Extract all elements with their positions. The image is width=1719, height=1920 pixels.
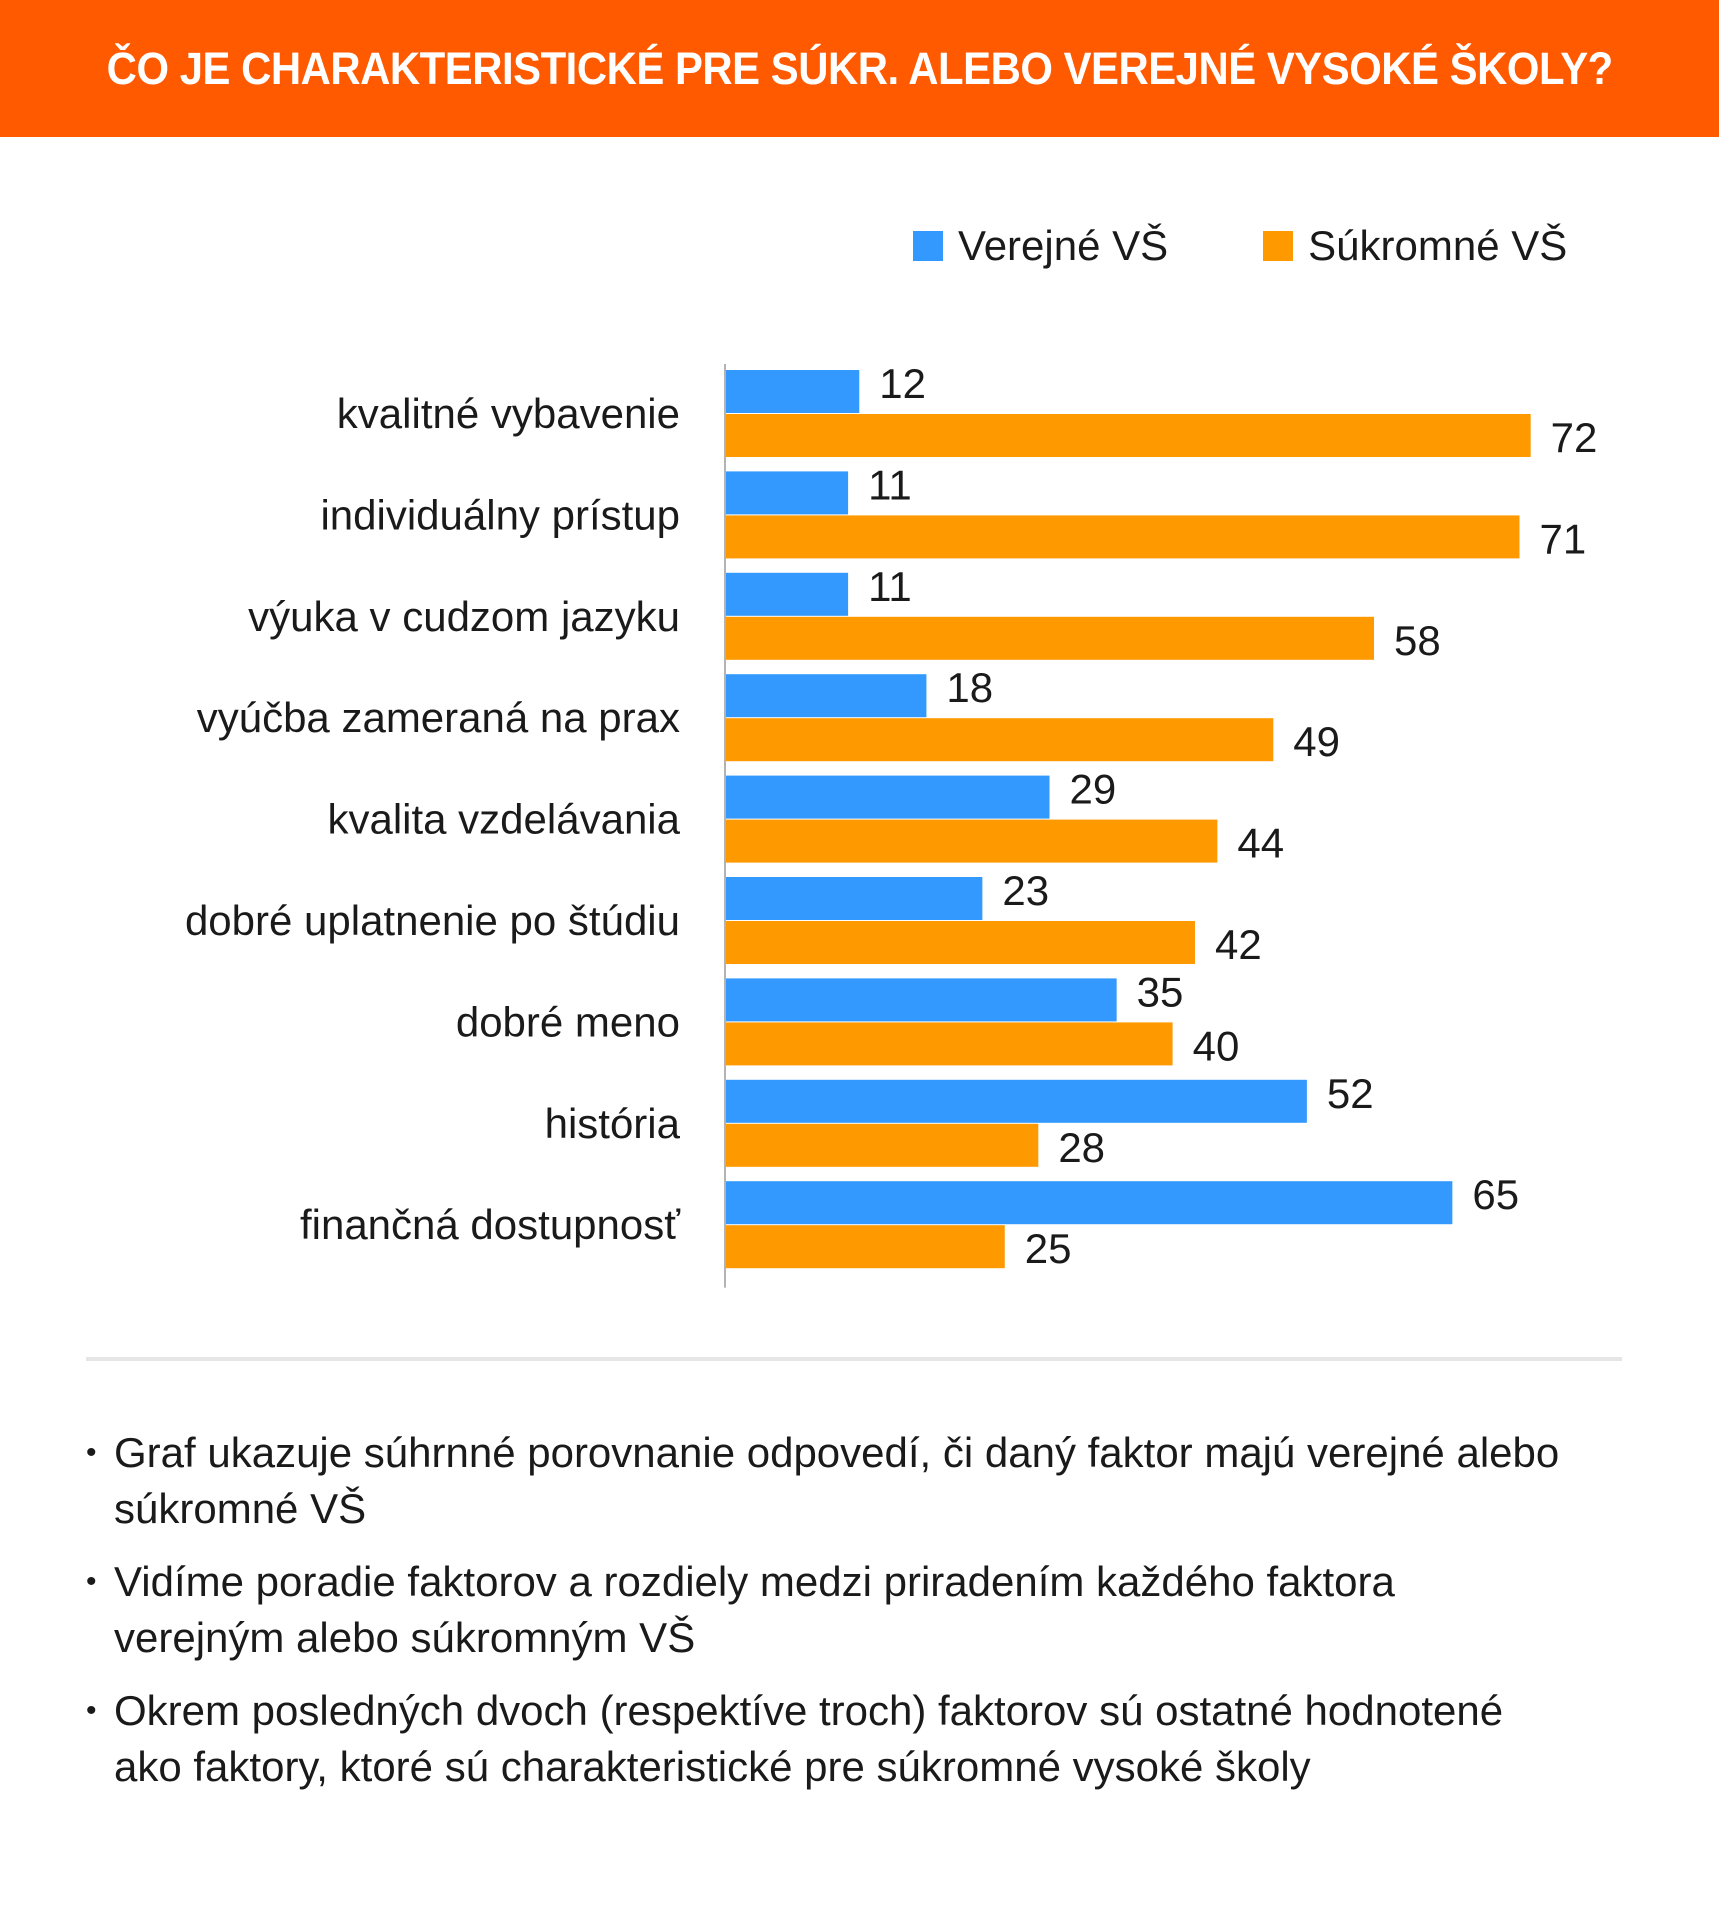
data-label: 12 bbox=[879, 360, 926, 407]
bar-sukromne bbox=[725, 1022, 1173, 1066]
bar-sukromne bbox=[725, 1123, 1039, 1167]
legend-swatch-sukromne bbox=[1263, 231, 1294, 261]
data-label: 11 bbox=[868, 563, 912, 610]
bar-verejne bbox=[725, 1181, 1453, 1225]
bar-verejne bbox=[725, 1079, 1307, 1123]
category-label: vyúčba zameraná na prax bbox=[197, 694, 680, 741]
data-label: 72 bbox=[1551, 414, 1598, 461]
note-item: Vidíme poradie faktorov a rozdiely medzi… bbox=[86, 1554, 1566, 1666]
legend-label-verejne: Verejné VŠ bbox=[958, 222, 1169, 269]
category-label: výuka v cudzom jazyku bbox=[248, 593, 680, 640]
legend: Verejné VŠ Súkromné VŠ bbox=[913, 222, 1662, 270]
bar-verejne bbox=[725, 775, 1050, 819]
chart-title: ČO JE CHARAKTERISTICKÉ PRE SÚKR. ALEBO V… bbox=[106, 42, 1613, 94]
legend-swatch-verejne bbox=[913, 231, 943, 261]
category-label: kvalitné vybavenie bbox=[337, 390, 680, 437]
data-label: 11 bbox=[868, 461, 912, 508]
legend-label-sukromne: Súkromné VŠ bbox=[1308, 222, 1568, 269]
category-label: história bbox=[545, 1100, 681, 1147]
data-label: 49 bbox=[1293, 718, 1340, 765]
bar-sukromne bbox=[725, 1225, 1005, 1269]
data-label: 28 bbox=[1058, 1124, 1105, 1171]
category-label: dobré meno bbox=[456, 998, 680, 1045]
bar-verejne bbox=[725, 370, 860, 413]
bar-sukromne bbox=[725, 414, 1531, 457]
category-label: individuálny prístup bbox=[320, 491, 680, 538]
bar-verejne bbox=[725, 978, 1117, 1022]
note-item: Okrem posledných dvoch (respektíve troch… bbox=[86, 1683, 1566, 1795]
category-label: finančná dostupnosť bbox=[300, 1201, 681, 1248]
data-label: 25 bbox=[1025, 1225, 1072, 1272]
header-banner: ČO JE CHARAKTERISTICKÉ PRE SÚKR. ALEBO V… bbox=[0, 0, 1719, 137]
legend-item-sukromne: Súkromné VŠ bbox=[1263, 222, 1567, 270]
data-label: 23 bbox=[1002, 867, 1049, 914]
bar-sukromne bbox=[725, 718, 1274, 762]
data-label: 42 bbox=[1215, 921, 1262, 968]
note-item: Graf ukazuje súhrnné porovnanie odpovedí… bbox=[86, 1425, 1566, 1537]
category-label: dobré uplatnenie po štúdiu bbox=[185, 897, 680, 944]
notes-list: Graf ukazuje súhrnné porovnanie odpovedí… bbox=[86, 1425, 1566, 1812]
bar-sukromne bbox=[725, 819, 1218, 863]
data-label: 71 bbox=[1539, 515, 1586, 562]
legend-item-verejne: Verejné VŠ bbox=[913, 222, 1168, 270]
bar-sukromne bbox=[725, 616, 1375, 660]
data-label: 44 bbox=[1237, 820, 1284, 867]
data-label: 58 bbox=[1394, 617, 1441, 664]
data-label: 18 bbox=[946, 664, 993, 711]
bar-verejne bbox=[725, 471, 849, 515]
data-label: 35 bbox=[1137, 968, 1184, 1015]
data-label: 29 bbox=[1070, 766, 1117, 813]
bar-sukromne bbox=[725, 515, 1520, 559]
data-label: 52 bbox=[1327, 1070, 1374, 1117]
data-label: 40 bbox=[1193, 1022, 1240, 1069]
data-label: 65 bbox=[1472, 1171, 1519, 1218]
category-label: kvalita vzdelávania bbox=[327, 796, 680, 843]
bar-verejne bbox=[725, 572, 849, 616]
divider bbox=[86, 1357, 1622, 1361]
bar-chart: kvalitné vybavenie 12 72 individuálny príst… bbox=[185, 360, 1598, 1288]
bar-verejne bbox=[725, 674, 927, 718]
bar-verejne bbox=[725, 877, 983, 920]
bar-sukromne bbox=[725, 921, 1195, 964]
